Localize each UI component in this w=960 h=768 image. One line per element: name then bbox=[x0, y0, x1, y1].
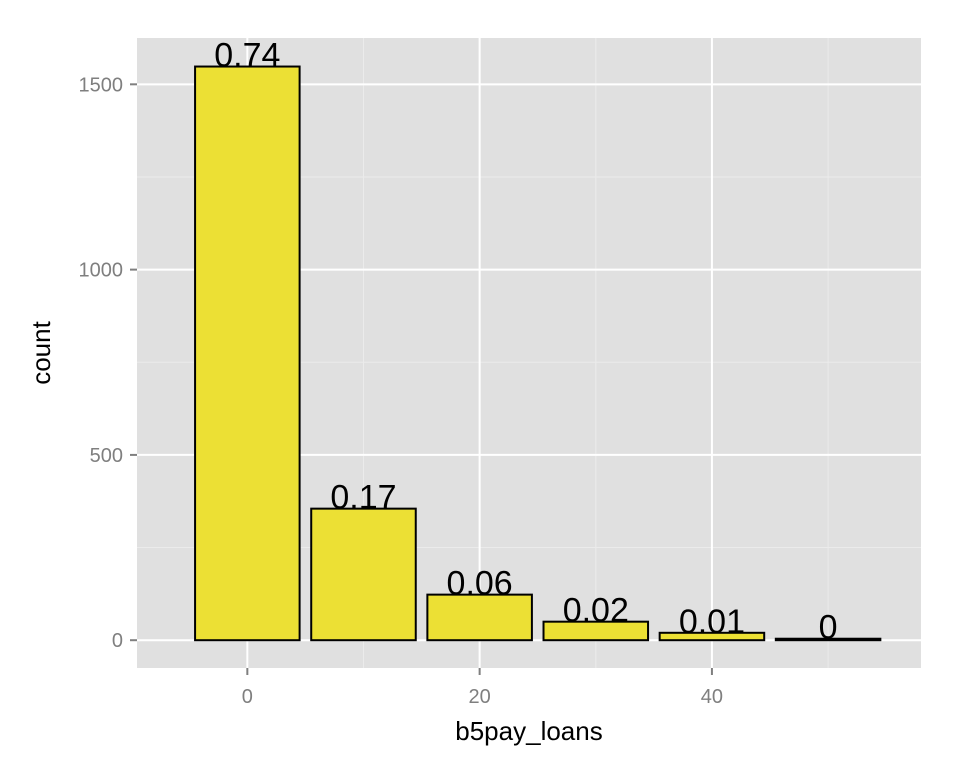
bar bbox=[542, 620, 650, 642]
bar-data-label: 0.17 bbox=[330, 479, 396, 517]
y-tick-label: 1500 bbox=[79, 74, 124, 96]
x-tick-label: 0 bbox=[242, 686, 253, 708]
bar bbox=[310, 507, 417, 642]
bar bbox=[426, 593, 533, 642]
bar-data-label: 0.02 bbox=[563, 592, 629, 630]
y-tick-label: 1000 bbox=[79, 260, 124, 282]
bar-data-labels: 0.74 0.17 0.06 0.02 0.01 0 bbox=[214, 37, 837, 647]
bar bbox=[194, 65, 301, 642]
bar bbox=[658, 631, 766, 642]
x-tick-label: 20 bbox=[469, 686, 491, 708]
bar-data-label: 0 bbox=[819, 609, 838, 647]
bar-data-label: 0.01 bbox=[679, 603, 745, 641]
x-axis: 0 20 40 bbox=[242, 668, 723, 708]
bar-data-label: 0.06 bbox=[447, 565, 513, 603]
y-tick-label: 0 bbox=[112, 630, 123, 652]
y-axis: 0 500 1000 1500 bbox=[79, 74, 137, 652]
y-tick-label: 500 bbox=[90, 445, 123, 467]
x-tick-label: 40 bbox=[701, 686, 723, 708]
bar-data-label: 0.74 bbox=[214, 37, 280, 75]
bar bbox=[774, 637, 882, 642]
bar-series bbox=[194, 65, 882, 642]
x-axis-title: b5pay_loans bbox=[455, 716, 602, 746]
y-axis-title: count bbox=[26, 320, 56, 384]
